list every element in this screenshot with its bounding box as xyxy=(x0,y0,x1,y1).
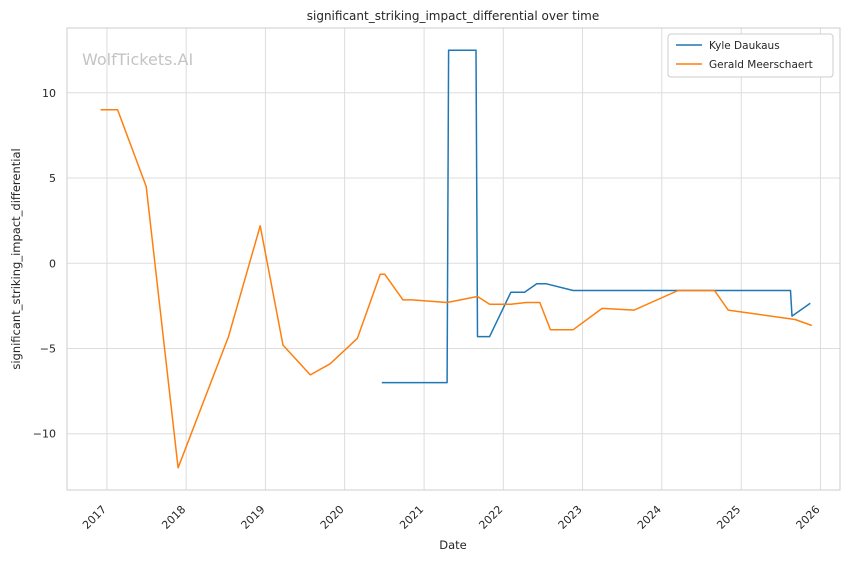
y-tick-label: 5 xyxy=(49,172,56,185)
legend-label-gerald-meerschaert: Gerald Meerschaert xyxy=(709,59,813,71)
chart-title: significant_striking_impact_differential… xyxy=(307,9,599,23)
x-tick-label: 2017 xyxy=(80,503,109,532)
y-ticks: 10 5 0 −5 −10 xyxy=(33,87,56,441)
x-axis-label: Date xyxy=(439,538,467,552)
legend-label-kyle-daukaus: Kyle Daukaus xyxy=(709,40,780,52)
x-tick-label: 2019 xyxy=(239,503,268,532)
plot-frame xyxy=(66,27,841,491)
x-tick-label: 2025 xyxy=(714,503,743,532)
series-line-gerald-meerschaert xyxy=(100,109,813,469)
y-tick-label: −5 xyxy=(40,343,56,356)
legend-frame xyxy=(667,33,834,78)
x-tick-label: 2021 xyxy=(397,503,426,532)
x-tick-label: 2026 xyxy=(794,503,823,532)
plot-background xyxy=(67,28,840,490)
x-tick-label: 2020 xyxy=(318,503,347,532)
x-ticks: 2017 2018 2019 2020 2021 2022 2023 2024 2025 2026 xyxy=(80,503,823,532)
x-tick-label: 2023 xyxy=(556,503,585,532)
x-tick-label: 2024 xyxy=(635,503,664,532)
legend: Kyle Daukaus Gerald Meerschaert xyxy=(667,33,834,78)
series xyxy=(100,49,813,469)
y-axis-label: significant_striking_impact_differential xyxy=(9,148,23,369)
y-tick-label: 10 xyxy=(42,87,56,100)
x-tick-label: 2022 xyxy=(476,503,505,532)
grid xyxy=(67,28,840,490)
x-tick-label: 2018 xyxy=(159,503,188,532)
series-line-kyle-daukaus xyxy=(381,49,811,384)
y-tick-label: 0 xyxy=(49,257,56,270)
watermark: WolfTickets.AI xyxy=(82,50,193,69)
y-tick-label: −10 xyxy=(33,428,56,441)
